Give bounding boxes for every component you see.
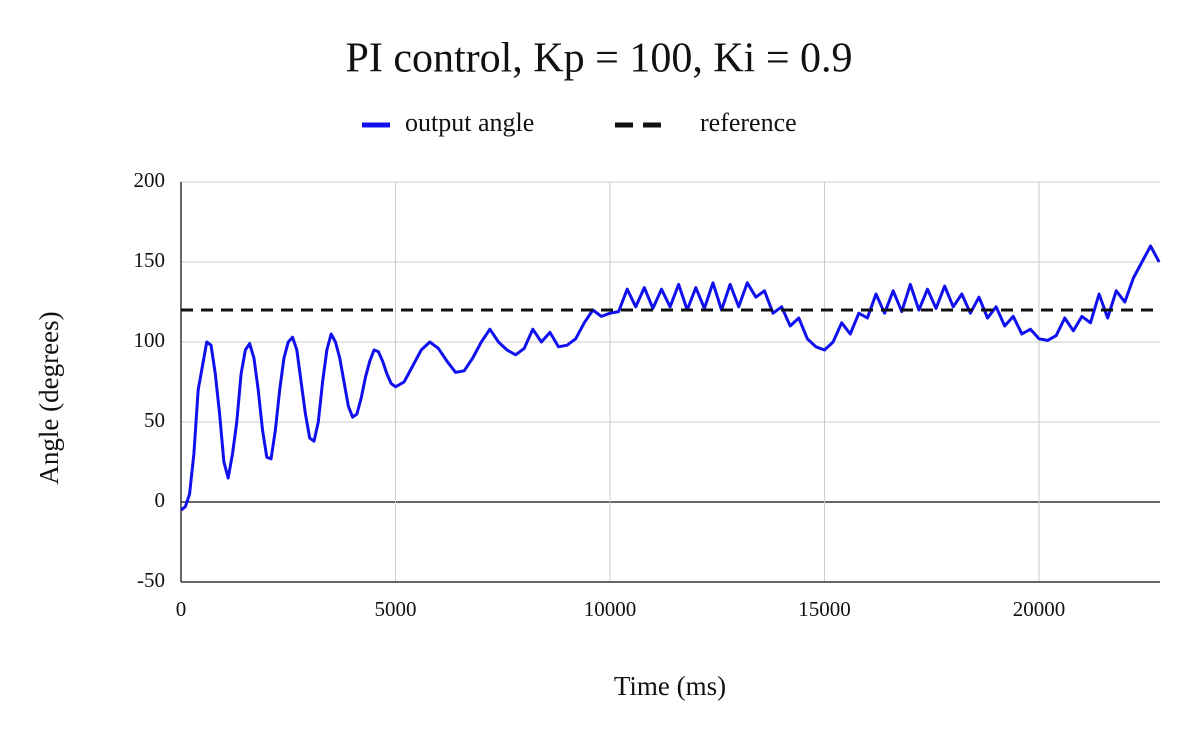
x-tick-label: 5000 [375,597,417,621]
y-axis-label: Angle (degrees) [34,311,64,484]
chart-title: PI control, Kp = 100, Ki = 0.9 [345,36,852,82]
data-line [180,244,1161,512]
x-tick-label: 20000 [1013,597,1066,621]
y-tick-label: 50 [144,408,165,432]
y-tick-label: 150 [134,248,166,272]
x-tick-label: 0 [176,597,187,621]
y-tick-label: -50 [137,568,165,592]
x-tick-label: 15000 [798,597,851,621]
x-axis-label: Time (ms) [614,671,726,701]
x-tick-label: 10000 [584,597,637,621]
y-tick-label: 200 [134,168,166,192]
legend-label: reference [700,108,797,137]
y-tick-label: 0 [155,488,166,512]
legend-label: output angle [405,108,534,137]
y-tick-label: 100 [134,328,166,352]
